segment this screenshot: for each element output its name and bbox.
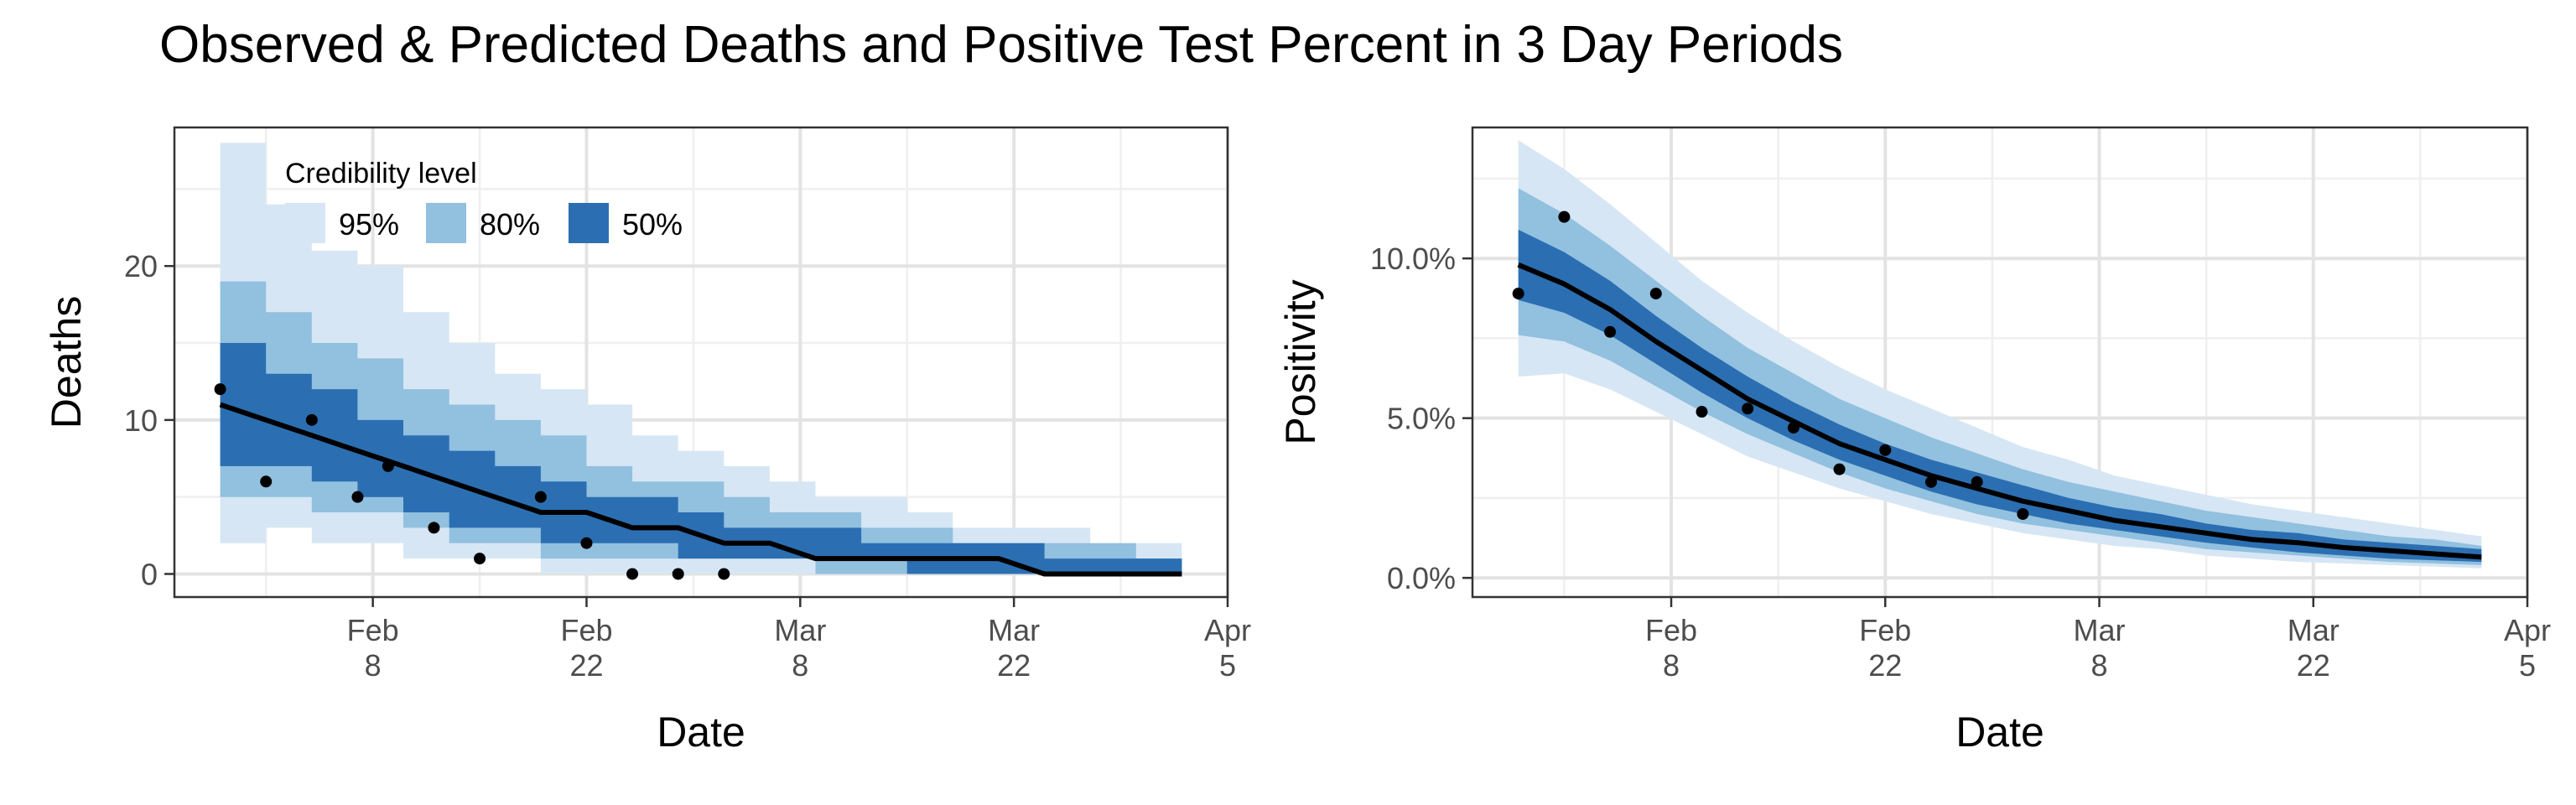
positivity-observed-point [1742, 402, 1754, 415]
deaths-x-tick-label: Mar [988, 613, 1040, 647]
deaths-median [219, 402, 1182, 577]
positivity-median [1517, 262, 2482, 560]
deaths-y-ticks: 0 10 20 [124, 249, 174, 591]
positivity-y-tick-label: 0.0% [1387, 561, 1456, 595]
deaths-y-tick-label: 10 [124, 403, 158, 438]
positivity-observed-point [1787, 422, 1800, 434]
positivity-observed-point [1833, 463, 1846, 475]
positivity-y-ticks: 0.0% 5.0% 10.0% [1370, 242, 1472, 595]
legend-swatch-95 [285, 203, 325, 243]
deaths-observed-point [351, 491, 364, 503]
page-title: Observed & Predicted Deaths and Positive… [159, 16, 1844, 74]
deaths-x-tick-label: Feb [560, 613, 612, 647]
deaths-x-tick-label: 8 [792, 648, 808, 683]
deaths-observed-point [626, 568, 639, 580]
deaths-observed-point [672, 568, 684, 580]
deaths-observed-point [718, 568, 730, 580]
deaths-median-line [219, 402, 1182, 577]
deaths-panel-border [173, 126, 1229, 599]
positivity-x-tick-label: Feb [1645, 613, 1697, 647]
deaths-observed-point [534, 491, 547, 503]
positivity-observed-point [2017, 507, 2029, 520]
legend-label-95: 95% [339, 207, 399, 242]
positivity-observed-point [1924, 475, 1937, 488]
positivity-panel-border [1471, 126, 2529, 599]
positivity-observed-point [1604, 325, 1617, 338]
deaths-y-tick-label: 20 [124, 249, 158, 283]
legend-item-50: 50% [569, 203, 683, 243]
positivity-x-tick-label: 8 [1663, 648, 1680, 683]
deaths-observed-point [214, 383, 226, 396]
legend-item-80: 80% [426, 203, 540, 243]
positivity-x-axis-title: Date [1955, 709, 2044, 756]
positivity-x-tick-label: Feb [1859, 613, 1911, 647]
legend-title: Credibility level [285, 158, 477, 190]
positivity-observed-point [1971, 475, 1983, 488]
credibility-legend: Credibility level 95% 80% 50% [285, 158, 683, 243]
deaths-x-axis-title: Date [657, 709, 745, 756]
legend-label-80: 80% [480, 207, 540, 242]
legend-swatch-50 [569, 203, 609, 243]
deaths-observed-point [580, 537, 593, 549]
positivity-x-tick-label: Mar [2074, 613, 2126, 647]
deaths-x-tick-label: 22 [569, 648, 603, 683]
deaths-y-axis-title: Deaths [43, 296, 90, 428]
deaths-observed-point [428, 522, 440, 534]
positivity-y-axis-title: Positivity [1277, 279, 1324, 444]
deaths-x-tick-label: 5 [1219, 648, 1236, 683]
positivity-bands [1518, 140, 2482, 569]
positivity-x-tick-label: 22 [1868, 648, 1902, 683]
deaths-observed-point [474, 553, 486, 565]
legend-item-95: 95% [285, 203, 399, 243]
positivity-y-tick-label: 10.0% [1370, 242, 1456, 276]
positivity-x-tick-label: Mar [2288, 613, 2340, 647]
positivity-observed-point [1558, 210, 1571, 223]
deaths-observed-point [305, 413, 318, 426]
deaths-band-50 [220, 343, 1182, 574]
deaths-x-tick-label: 8 [365, 648, 382, 683]
positivity-x-tick-label: 5 [2519, 648, 2536, 683]
positivity-observed-point [1649, 288, 1662, 300]
legend-label-50: 50% [622, 207, 683, 242]
deaths-x-tick-label: Mar [774, 613, 826, 647]
positivity-observed-points [1512, 210, 2029, 520]
deaths-x-tick-label: Feb [347, 613, 399, 647]
deaths-y-tick-label: 0 [141, 557, 158, 591]
positivity-observed-point [1879, 444, 1892, 456]
positivity-y-tick-label: 5.0% [1387, 402, 1456, 436]
positivity-x-tick-label: 22 [2297, 648, 2330, 683]
deaths-x-tick-label: Apr [1204, 613, 1251, 647]
deaths-observed-point [260, 475, 273, 488]
deaths-bands [220, 143, 1182, 574]
positivity-observed-point [1696, 406, 1708, 418]
positivity-median-line [1517, 262, 2482, 560]
legend-swatch-80 [426, 203, 466, 243]
deaths-observed-points [214, 383, 730, 580]
positivity-observed-point [1512, 288, 1524, 300]
deaths-x-tick-label: 22 [997, 648, 1031, 683]
positivity-x-tick-label: Apr [2504, 613, 2551, 647]
positivity-x-tick-label: 8 [2090, 648, 2107, 683]
deaths-observed-point [382, 460, 394, 472]
